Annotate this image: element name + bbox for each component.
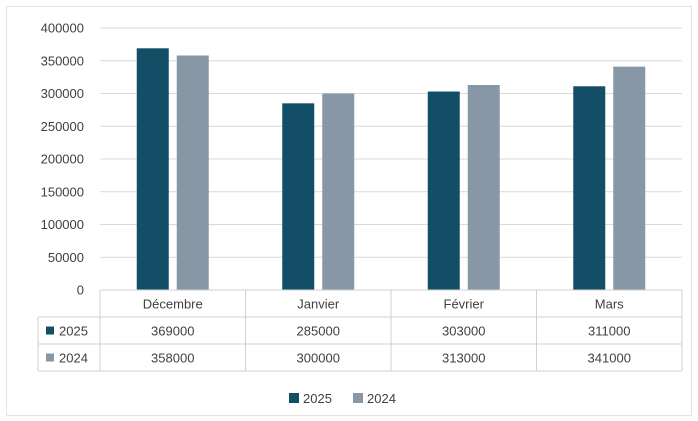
bars [136, 48, 646, 291]
bar-2024-janvier [322, 93, 355, 290]
data-table: Décembre Janvier Février Mars 2025 369000 2850… [37, 289, 683, 372]
bar-2024-mars [613, 66, 646, 291]
table-series-swatch [46, 326, 54, 335]
table-cell-value: 300000 [297, 351, 340, 366]
legend-item-label: 2025 [303, 391, 332, 406]
y-tick-label: 0 [77, 283, 84, 298]
y-tick-label: 50000 [48, 250, 84, 265]
legend-item-label: 2024 [367, 391, 396, 406]
table-cell-value: 341000 [588, 351, 631, 366]
bar-2024-décembre [176, 55, 209, 291]
table-series-name: 2024 [59, 351, 88, 366]
y-tick-label: 250000 [41, 119, 84, 134]
category-label: Janvier [297, 297, 340, 312]
legend: 2025 2024 [289, 391, 396, 406]
y-tick-label: 150000 [41, 184, 84, 199]
table-cell-value: 369000 [151, 324, 194, 339]
bar-2025-janvier [282, 103, 315, 290]
y-tick-label: 100000 [41, 217, 84, 232]
bar-2025-février [427, 91, 460, 290]
y-tick-label: 300000 [41, 86, 84, 101]
bar-2025-décembre [136, 48, 169, 291]
y-tick-label: 350000 [41, 53, 84, 68]
category-label: Mars [595, 297, 624, 312]
table-series-name: 2025 [59, 324, 88, 339]
category-label: Février [444, 297, 485, 312]
y-axis-ticks: 0 50000 100000 150000 200000 250000 300000 3500… [41, 21, 84, 298]
legend-swatch [353, 393, 363, 403]
category-label: Décembre [143, 297, 203, 312]
table-cell-value: 285000 [297, 324, 340, 339]
bar-2024-février [467, 84, 500, 290]
table-series-swatch [46, 353, 54, 362]
bar-2025-mars [573, 86, 606, 290]
legend-swatch [289, 393, 299, 403]
table-cell-value: 358000 [151, 351, 194, 366]
y-tick-label: 400000 [41, 21, 84, 36]
table-cell-value: 313000 [442, 351, 485, 366]
y-tick-label: 200000 [41, 152, 84, 167]
chart-frame [6, 6, 692, 416]
table-cell-value: 303000 [442, 324, 485, 339]
table-cell-value: 311000 [588, 324, 630, 339]
